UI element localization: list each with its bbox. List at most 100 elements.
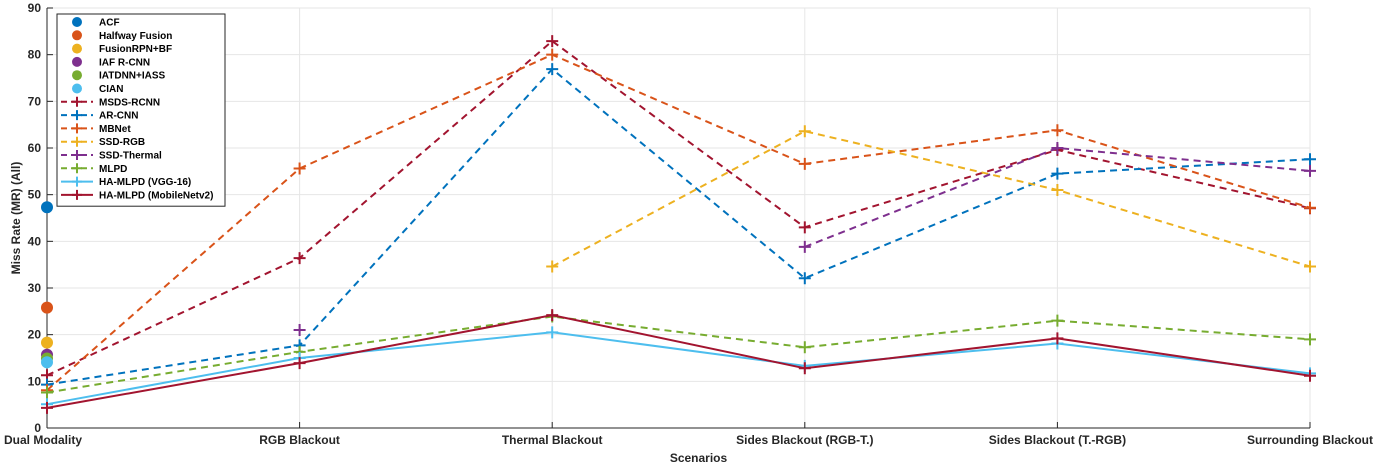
- legend-marker: [72, 17, 82, 27]
- x-tick-label: Sides Blackout (RGB-T.): [736, 433, 873, 447]
- plot-area: [47, 8, 1310, 428]
- data-point: [798, 341, 811, 354]
- data-point: [41, 301, 53, 314]
- series-ssd-thermal: [293, 142, 1316, 336]
- legend-label: FusionRPN+BF: [99, 44, 172, 55]
- axes: 0 10 20 30 40 50 60 70 80 90 Dual Modality RGB Blac…: [4, 1, 1373, 447]
- series-ssd-rgb: [546, 125, 1316, 273]
- data-point: [1304, 369, 1316, 382]
- legend-item: SSD-Thermal: [61, 150, 162, 162]
- series-acf: [41, 201, 53, 214]
- legend-item: MSDS-RCNN: [61, 96, 160, 108]
- legend-marker: [72, 70, 82, 81]
- legend-item: Halfway Fusion: [72, 30, 172, 42]
- data-point: [798, 272, 811, 285]
- data-point: [546, 260, 559, 273]
- legend-item: HA-MLPD (VGG-16): [61, 176, 191, 188]
- legend-label: IATDNN+IASS: [99, 71, 166, 82]
- series-halfway-fusion: [41, 301, 53, 314]
- legend-marker: [72, 136, 82, 147]
- series-line: [46, 39, 1311, 377]
- series-ha-mlpd-vgg-16-: [41, 326, 1316, 411]
- series-line: [804, 146, 1311, 248]
- series-mbnet: [41, 48, 1316, 397]
- legend-label: Halfway Fusion: [99, 31, 172, 42]
- data-point: [1051, 142, 1064, 154]
- legend-label: ACF: [99, 18, 120, 29]
- legend-label: AR-CNN: [99, 111, 138, 122]
- data-point: [1051, 314, 1064, 327]
- legend-marker: [72, 150, 82, 160]
- legend-item: ACF: [72, 17, 120, 29]
- data-point: [41, 401, 53, 414]
- legend-item: FusionRPN+BF: [72, 43, 172, 55]
- series-fusionrpn-bf: [41, 336, 53, 349]
- legend-label: CIAN: [99, 84, 123, 95]
- grid: [46, 7, 1311, 429]
- legend-label: MLPD: [99, 164, 127, 175]
- x-tick-label: Thermal Blackout: [502, 433, 603, 447]
- x-axis-label: Scenarios: [670, 451, 728, 465]
- data-point: [1304, 164, 1316, 177]
- series-line: [46, 331, 1311, 406]
- data-point: [546, 35, 559, 48]
- data-point: [1304, 260, 1316, 273]
- legend-item: MBNet: [61, 123, 131, 135]
- legend-marker: [72, 189, 82, 200]
- data-point: [41, 336, 53, 349]
- y-tick-label: 90: [28, 1, 42, 15]
- legend-item: SSD-RGB: [61, 136, 145, 148]
- data-point: [1051, 332, 1064, 345]
- legend-item: HA-MLPD (MobileNetv2): [61, 189, 213, 201]
- data-point: [1051, 124, 1064, 137]
- data-point: [1304, 333, 1316, 346]
- legend-label: MSDS-RCNN: [99, 97, 160, 108]
- legend-label: SSD-RGB: [99, 137, 145, 148]
- y-tick-label: 60: [28, 141, 42, 155]
- data-point: [293, 162, 306, 175]
- series-ha-mlpd-mobilenetv2-: [41, 309, 1316, 414]
- legend-marker: [72, 30, 82, 41]
- series-line: [46, 315, 1311, 394]
- x-tick-label: RGB Blackout: [259, 433, 340, 447]
- y-axis-label: Miss Rate (MR) (All): [9, 162, 23, 275]
- y-tick-label: 10: [28, 374, 42, 388]
- data-point: [293, 357, 306, 370]
- data-point: [546, 309, 559, 322]
- data-point: [798, 125, 811, 138]
- x-tick-label: Surrounding Blackout: [1247, 433, 1373, 447]
- series-line: [46, 67, 1311, 386]
- legend-item: IATDNN+IASS: [72, 70, 166, 82]
- y-tick-label: 80: [28, 48, 42, 62]
- data-point: [41, 356, 53, 369]
- data-point: [1051, 184, 1064, 196]
- data-point: [41, 386, 53, 399]
- y-tick-label: 40: [28, 234, 42, 248]
- y-tick-label: 30: [28, 281, 42, 295]
- x-tick-label: Sides Blackout (T.-RGB): [989, 433, 1126, 447]
- data-point: [798, 221, 811, 234]
- y-tick-label: 20: [28, 328, 42, 342]
- data-point: [546, 326, 559, 339]
- series-line: [551, 130, 1311, 268]
- legend-marker: [72, 163, 82, 174]
- legend-marker: [72, 176, 82, 187]
- y-tick-label: 50: [28, 188, 42, 202]
- legend-marker: [72, 96, 82, 107]
- legend-label: IAF R-CNN: [99, 57, 150, 68]
- x-tick-label: Dual Modality: [4, 433, 82, 447]
- legend-marker: [72, 83, 82, 94]
- legend-label: SSD-Thermal: [99, 151, 162, 162]
- legend-item: IAF R-CNN: [72, 56, 150, 68]
- legend-label: HA-MLPD (VGG-16): [99, 177, 191, 188]
- legend-item: AR-CNN: [61, 110, 138, 122]
- data-point: [546, 48, 559, 61]
- legend: ACF Halfway Fusion FusionRPN+BF IAF R-CNN IA…: [56, 13, 226, 207]
- series-cian: [41, 356, 53, 369]
- legend-marker: [72, 56, 82, 67]
- data-point: [41, 201, 53, 214]
- series-line: [46, 314, 1311, 409]
- y-tick-label: 70: [28, 94, 42, 108]
- data-point: [546, 63, 559, 76]
